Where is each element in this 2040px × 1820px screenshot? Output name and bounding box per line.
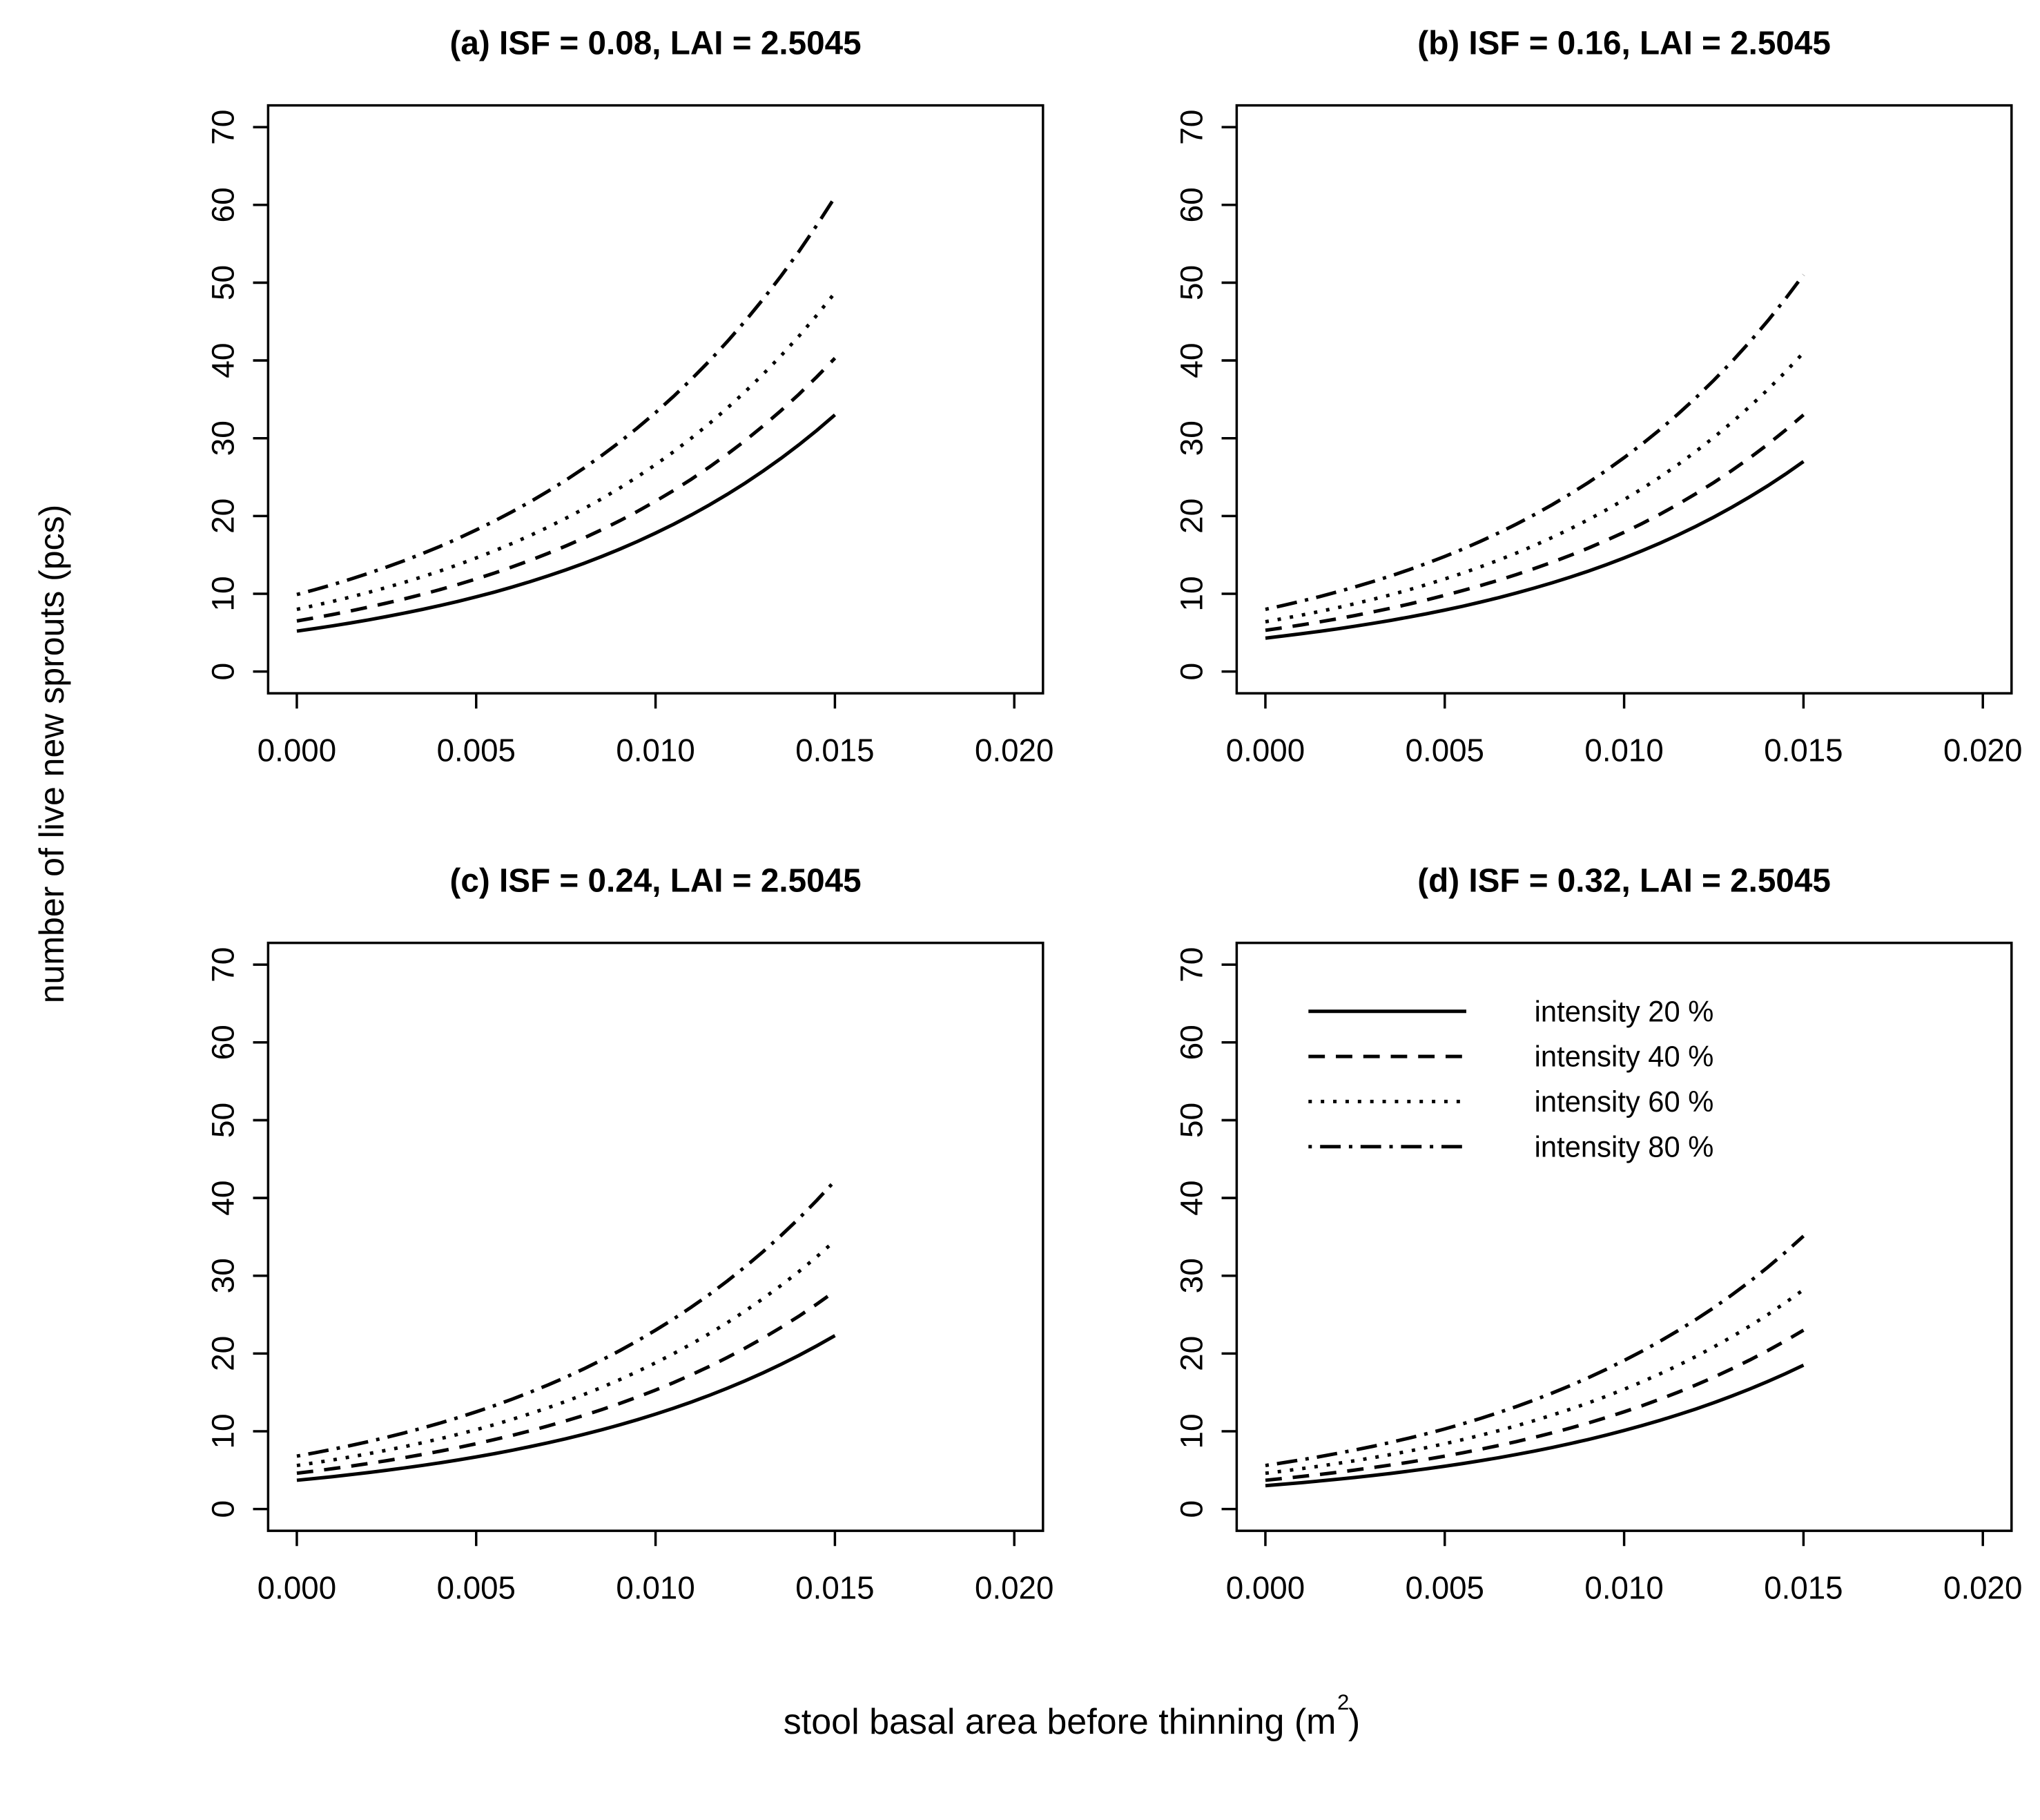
y-tick-label: 60: [1173, 187, 1209, 222]
y-tick-label: 40: [1173, 342, 1209, 378]
x-tick-label: 0.015: [1764, 732, 1843, 768]
series-line-intensity-60: [296, 291, 837, 611]
series-line-intensity-80: [296, 196, 837, 597]
series-line-intensity-40: [296, 356, 837, 623]
y-tick-label: 20: [1173, 1336, 1209, 1371]
series-line-intensity-40: [296, 1290, 836, 1475]
y-tick-label: 30: [1173, 420, 1209, 456]
series-line-intensity-60: [1265, 1288, 1805, 1475]
x-tick-label: 0.000: [258, 732, 336, 768]
y-tick-label: 20: [1173, 498, 1209, 534]
series-line-intensity-80: [1265, 1235, 1805, 1468]
x-axis-label-closing: ): [1348, 1702, 1361, 1742]
legend-label-intensity-20: intensity 20 %: [1534, 995, 1713, 1027]
x-tick-label: 0.015: [795, 1569, 874, 1605]
panel-title: (b) ISF = 0.16, LAI = 2.5045: [1417, 25, 1831, 61]
x-tick-label: 0.020: [1943, 732, 2022, 768]
y-tick-label: 60: [205, 187, 241, 222]
y-tick-label: 40: [1173, 1180, 1209, 1215]
y-tick-label: 50: [1173, 265, 1209, 300]
panel-b: (b) ISF = 0.16, LAI = 2.5045 0.000 0.005 0.…: [1072, 0, 2040, 838]
plot-box: [1235, 941, 2013, 1532]
y-tick-label: 50: [205, 1103, 241, 1138]
series-line-intensity-20: [1265, 460, 1805, 640]
y-tick-label: 0: [1173, 663, 1209, 681]
x-tick-label: 0.000: [1225, 1569, 1304, 1605]
series-line-intensity-40: [1265, 413, 1805, 632]
y-tick-label: 30: [205, 1258, 241, 1293]
x-tick-label: 0.000: [258, 1569, 336, 1605]
series-line-intensity-80: [296, 1179, 837, 1458]
y-tick-label: 30: [1173, 1258, 1209, 1293]
series-line-intensity-20: [1265, 1363, 1804, 1488]
y-tick-label: 10: [205, 576, 241, 611]
panel-d: (d) ISF = 0.32, LAI = 2.5045 0.000 0.005 0.…: [1072, 838, 2040, 1675]
x-tick-label: 0.000: [1225, 732, 1304, 768]
panel-b-chart: (b) ISF = 0.16, LAI = 2.5045 0.000 0.005 0.…: [1173, 25, 2022, 768]
panel-a: (a) ISF = 0.08, LAI = 2.5045 0.000 0.005 0.…: [104, 0, 1072, 838]
x-tick-label: 0.010: [1584, 1569, 1663, 1605]
legend-label-intensity-40: intensity 40 %: [1534, 1040, 1713, 1072]
x-axis-label: stool basal area before thinning (m2): [783, 1690, 1361, 1743]
y-tick-label: 70: [205, 947, 241, 982]
x-axis-label-superscript: 2: [1337, 1690, 1350, 1714]
x-tick-label: 0.020: [975, 732, 1053, 768]
y-axis-label-column: number of live new sprouts (pcs): [0, 0, 104, 1675]
y-tick-label: 0: [1173, 1500, 1209, 1518]
panel-title: (d) ISF = 0.32, LAI = 2.5045: [1417, 862, 1831, 899]
y-tick-label: 40: [205, 1180, 241, 1215]
y-tick-label: 70: [1173, 947, 1209, 982]
x-tick-label: 0.020: [975, 1569, 1053, 1605]
legend-label-intensity-60: intensity 60 %: [1534, 1085, 1713, 1118]
y-tick-label: 20: [205, 498, 241, 534]
y-tick-label: 70: [1173, 109, 1209, 144]
y-tick-label: 60: [1173, 1025, 1209, 1060]
y-tick-label: 0: [205, 1500, 241, 1518]
y-tick-label: 20: [205, 1336, 241, 1371]
series-line-intensity-40: [1265, 1328, 1805, 1482]
y-axis-label: number of live new sprouts (pcs): [32, 504, 71, 1003]
y-tick-label: 50: [205, 265, 241, 300]
y-tick-label: 70: [205, 109, 241, 144]
y-tick-label: 10: [205, 1413, 241, 1449]
x-tick-label: 0.005: [437, 732, 516, 768]
y-tick-label: 60: [205, 1025, 241, 1060]
panel-title: (c) ISF = 0.24, LAI = 2.5045: [450, 862, 862, 899]
y-tick-label: 30: [205, 420, 241, 456]
panel-c: (c) ISF = 0.24, LAI = 2.5045 0.000 0.005 0.…: [104, 838, 1072, 1675]
legend-label-intensity-80: intensity 80 %: [1534, 1130, 1713, 1163]
x-tick-label: 0.015: [795, 732, 874, 768]
panel-c-chart: (c) ISF = 0.24, LAI = 2.5045 0.000 0.005 0.…: [205, 862, 1053, 1606]
series-line-intensity-60: [1265, 351, 1805, 623]
x-axis-label-row: stool basal area before thinning (m2): [0, 1675, 2040, 1820]
series-line-intensity-60: [296, 1239, 837, 1468]
panel-a-chart: (a) ISF = 0.08, LAI = 2.5045 0.000 0.005 0.…: [205, 25, 1053, 768]
x-tick-label: 0.015: [1764, 1569, 1843, 1605]
x-axis-label-text: stool basal area before thinning (m: [783, 1702, 1337, 1742]
y-tick-label: 50: [1173, 1103, 1209, 1138]
y-tick-label: 0: [205, 663, 241, 681]
x-tick-label: 0.005: [1405, 732, 1484, 768]
panel-title: (a) ISF = 0.08, LAI = 2.5045: [450, 25, 862, 61]
plot-box: [266, 941, 1045, 1532]
y-tick-label: 40: [205, 342, 241, 378]
x-tick-label: 0.005: [437, 1569, 516, 1605]
y-tick-label: 10: [1173, 576, 1209, 611]
x-tick-label: 0.005: [1405, 1569, 1484, 1605]
x-tick-label: 0.010: [616, 732, 694, 768]
x-tick-label: 0.010: [1584, 732, 1663, 768]
x-tick-label: 0.020: [1943, 1569, 2022, 1605]
series-line-intensity-80: [1264, 273, 1805, 611]
series-line-intensity-20: [296, 1334, 836, 1482]
series-line-intensity-20: [296, 413, 837, 633]
y-tick-label: 10: [1173, 1413, 1209, 1449]
x-tick-label: 0.010: [616, 1569, 694, 1605]
panel-d-chart: (d) ISF = 0.32, LAI = 2.5045 0.000 0.005 0.…: [1173, 862, 2022, 1606]
